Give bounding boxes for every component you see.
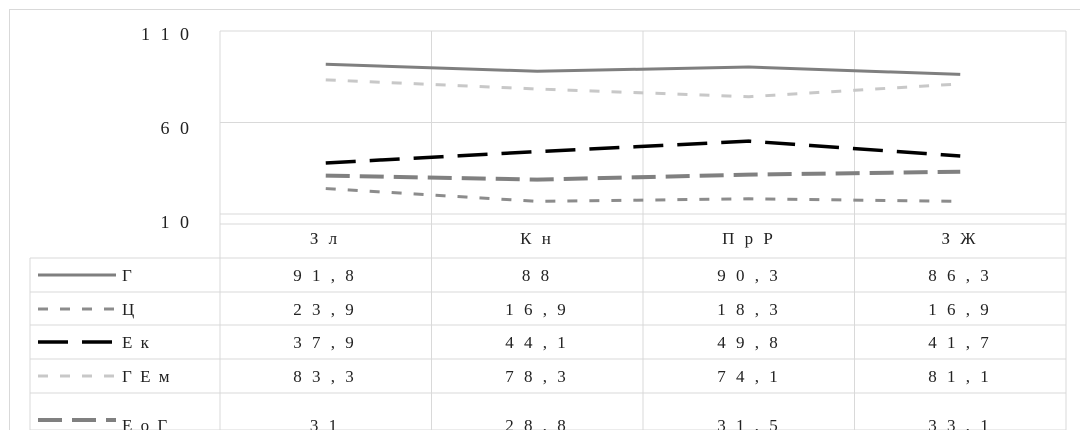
data-label: 3 1 (310, 416, 340, 430)
series-line (325, 139, 961, 165)
legend-label-gem: Г Е м (122, 367, 171, 386)
y-tick-label: 1 1 0 (141, 24, 192, 44)
data-label: 3 7 , 9 (293, 333, 357, 352)
category-label: К н (520, 229, 554, 248)
category-label: З Ж (942, 229, 979, 248)
plot-grid (29, 30, 1067, 430)
series-line (325, 169, 961, 182)
data-label: 9 1 , 8 (293, 266, 357, 285)
series-lines (325, 62, 961, 203)
data-label: 4 1 , 7 (928, 333, 992, 352)
legend-keys (38, 273, 116, 422)
legend-label-ts: Ц (122, 300, 136, 319)
legend-label-eog: Е о Г (122, 416, 169, 430)
data-label: 1 8 , 3 (717, 300, 781, 319)
data-label: 4 4 , 1 (505, 333, 569, 352)
data-label: 4 9 , 8 (717, 333, 781, 352)
data-label: 3 1 , 5 (717, 416, 781, 430)
series-line (325, 187, 961, 203)
data-label: 7 8 , 3 (505, 367, 569, 386)
legend-label-g: Г (122, 266, 134, 285)
category-label: П р Р (722, 229, 776, 248)
data-label: 7 4 , 1 (717, 367, 781, 386)
series-line (325, 62, 961, 76)
y-tick-label: 1 0 (161, 212, 193, 232)
data-label: 8 8 (522, 266, 552, 285)
data-label: 3 3 , 1 (928, 416, 992, 430)
data-table: З л К н П р Р З Ж Г 9 1 , 8 8 8 9 0 , 3 … (122, 229, 992, 430)
category-label: З л (310, 229, 340, 248)
legend-label-ek: Е к (122, 333, 151, 352)
data-label: 8 6 , 3 (928, 266, 992, 285)
chart-frame (9, 9, 1080, 430)
data-label: 1 6 , 9 (928, 300, 992, 319)
data-label: 8 3 , 3 (293, 367, 357, 386)
data-label: 2 8 , 8 (505, 416, 569, 430)
data-label: 9 0 , 3 (717, 266, 781, 285)
data-label: 8 1 , 1 (928, 367, 992, 386)
data-label: 2 3 , 9 (293, 300, 357, 319)
series-line (325, 78, 961, 99)
data-label: 1 6 , 9 (505, 300, 569, 319)
y-tick-label: 6 0 (161, 118, 193, 138)
y-axis-tick-labels: 1 1 0 6 0 1 0 (141, 24, 193, 232)
